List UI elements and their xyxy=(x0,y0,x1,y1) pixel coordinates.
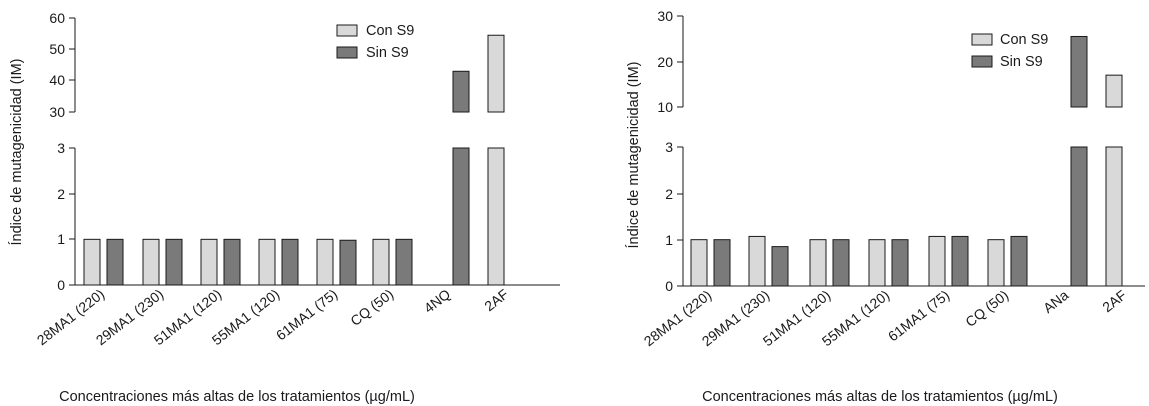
bar-con-s9 xyxy=(868,239,886,287)
bar-con-s9 xyxy=(748,235,766,287)
x-tick-labels: 28MA1 (220)29MA1 (230)51MA1 (120)55MA1 (… xyxy=(34,286,512,348)
x-tick-label: 4NQ xyxy=(421,286,454,316)
bar-sin-s9-upper xyxy=(452,70,470,113)
y-tick-label: 3 xyxy=(665,139,673,155)
y-tick-label: 3 xyxy=(57,140,65,156)
y-tick-label: 0 xyxy=(665,278,673,294)
y-tick-label: 50 xyxy=(49,41,65,57)
bar-sin-s9 xyxy=(951,235,969,287)
bar-con-s9 xyxy=(258,238,276,286)
y-tick-label: 2 xyxy=(57,186,65,202)
x-axis-title: Concentraciones más altas de los tratami… xyxy=(59,389,415,405)
bar-sin-s9 xyxy=(771,246,789,287)
legend-label-con-s9: Con S9 xyxy=(366,23,414,39)
y-axis-title: Índice de mutagenicidad (IM) xyxy=(625,62,642,249)
x-tick-label: 2AF xyxy=(481,286,511,314)
y-tick-label: 10 xyxy=(657,99,673,115)
bar-sin-s9 xyxy=(165,238,183,286)
bar-sin-s9 xyxy=(1010,235,1028,287)
x-tick-label: CQ (50) xyxy=(962,287,1011,330)
y-tick-label: 2 xyxy=(665,186,673,202)
bar-con-s9 xyxy=(372,238,390,286)
x-axis-title: Concentraciones más altas de los tratami… xyxy=(702,389,1058,405)
bar-con-s9 xyxy=(987,239,1005,287)
bar-con-s9 xyxy=(200,238,218,286)
legend: Con S9 Sin S9 xyxy=(336,23,414,61)
bar-sin-s9 xyxy=(713,239,731,287)
x-tick-label: 61MA1 (75) xyxy=(885,287,952,345)
bar-con-s9-lower xyxy=(1105,146,1123,287)
x-tick-labels: 28MA1 (220)29MA1 (230)51MA1 (120)55MA1 (… xyxy=(641,287,1130,350)
bar-sin-s9-upper xyxy=(1070,35,1088,108)
bar-con-s9 xyxy=(316,238,334,286)
legend-label-sin-s9: Sin S9 xyxy=(366,45,409,61)
bar-sin-s9 xyxy=(223,238,241,286)
chart-right: 30 20 10 3 2 1 0 Índice de mutagenicidad… xyxy=(625,8,1145,405)
bars xyxy=(83,34,505,286)
y-tick-label: 0 xyxy=(57,277,65,293)
bar-sin-s9 xyxy=(832,239,850,287)
legend-label-con-s9: Con S9 xyxy=(1000,32,1048,48)
bar-sin-s9 xyxy=(395,238,413,286)
bar-con-s9-upper xyxy=(487,34,505,113)
x-tick-label: 2AF xyxy=(1099,287,1129,315)
y-ticks-upper: 60 50 40 30 xyxy=(49,10,75,120)
legend-swatch-sin-s9 xyxy=(336,46,358,59)
y-tick-label: 30 xyxy=(657,8,673,24)
bar-sin-s9-lower xyxy=(452,147,470,286)
x-tick-label: ANa xyxy=(1040,287,1071,317)
legend-swatch-sin-s9 xyxy=(971,55,993,68)
y-tick-label: 40 xyxy=(49,72,65,88)
y-tick-label: 20 xyxy=(657,54,673,70)
bar-sin-s9-lower xyxy=(1070,146,1088,287)
y-ticks-lower: 3 2 1 0 xyxy=(665,139,683,294)
legend-swatch-con-s9 xyxy=(971,33,993,46)
bar-sin-s9 xyxy=(106,238,124,286)
legend: Con S9 Sin S9 xyxy=(971,32,1048,70)
y-ticks-upper: 30 20 10 xyxy=(657,8,683,115)
bar-sin-s9 xyxy=(339,239,357,286)
bar-con-s9 xyxy=(690,239,708,287)
chart-left: 60 50 40 30 3 2 1 0 Índice de mutagenici… xyxy=(8,10,560,405)
y-tick-label: 30 xyxy=(49,104,65,120)
bar-con-s9 xyxy=(142,238,160,286)
bar-con-s9 xyxy=(809,239,827,287)
bar-con-s9 xyxy=(928,235,946,287)
bar-con-s9-upper xyxy=(1105,74,1123,108)
y-axis-title: Índice de mutagenicidad (IM) xyxy=(8,59,25,246)
bars xyxy=(690,35,1123,287)
bar-sin-s9 xyxy=(281,238,299,286)
bar-con-s9 xyxy=(83,238,101,286)
legend-label-sin-s9: Sin S9 xyxy=(1000,54,1043,70)
legend-swatch-con-s9 xyxy=(336,24,358,37)
x-tick-label: CQ (50) xyxy=(347,286,396,329)
y-ticks-lower: 3 2 1 0 xyxy=(57,140,75,293)
x-tick-label: 61MA1 (75) xyxy=(273,286,340,344)
bar-con-s9-lower xyxy=(487,147,505,286)
y-tick-label: 1 xyxy=(57,231,65,247)
y-tick-label: 1 xyxy=(665,232,673,248)
bar-sin-s9 xyxy=(891,239,909,287)
y-tick-label: 60 xyxy=(49,10,65,26)
